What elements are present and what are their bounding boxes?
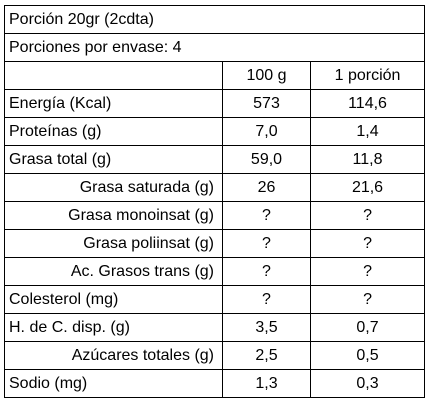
row: Colesterol (mg)?? <box>4 285 426 314</box>
value-cell: 573 <box>222 89 311 118</box>
value-cell: ? <box>222 285 311 314</box>
row: Sodio (mg) 1,3 0,3 <box>4 369 426 398</box>
table-body: Porción 20gr (2cdta) Porciones por envas… <box>3 5 426 398</box>
row: 100 g 1 porción <box>4 61 426 90</box>
row: Grasa total (g) 59,0 11,8 <box>4 145 426 174</box>
row: Proteínas (g) 7,0 1,4 <box>4 117 426 146</box>
row: Porción 20gr (2cdta) <box>3 5 426 34</box>
row: Energía (Kcal) 573 114,6 <box>4 89 426 118</box>
row: Grasa poliinsat (g)?? <box>4 229 426 258</box>
value-cell: 0,7 <box>309 313 426 342</box>
servings-cell: Porciones por envase: 4 <box>3 33 426 62</box>
value-cell: 7,0 <box>222 117 311 146</box>
value-cell: 1,4 <box>309 117 426 146</box>
value-cell: ? <box>309 201 426 230</box>
label-cell: Sodio (mg) <box>4 369 223 398</box>
value-cell: 0,3 <box>309 369 426 398</box>
label-cell: Colesterol (mg) <box>4 285 223 314</box>
value-cell: 3,5 <box>222 313 311 342</box>
label-cell: Grasa saturada (g) <box>4 173 223 202</box>
value-cell: ? <box>309 229 426 258</box>
value-cell: 21,6 <box>309 173 426 202</box>
value-cell: ? <box>309 257 426 286</box>
label-cell: Energía (Kcal) <box>4 89 223 118</box>
row: H. de C. disp. (g) 3,5 0,7 <box>4 313 426 342</box>
value-cell: ? <box>309 285 426 314</box>
value-cell: 2,5 <box>222 341 311 370</box>
label-cell: Ac. Grasos trans (g) <box>4 257 223 286</box>
value-cell: ? <box>222 201 311 230</box>
label-cell: Proteínas (g) <box>4 117 223 146</box>
header-cell: 1 porción <box>309 61 426 90</box>
value-cell: 1,3 <box>222 369 311 398</box>
value-cell: 59,0 <box>222 145 311 174</box>
value-cell: 0,5 <box>309 341 426 370</box>
label-cell: Azúcares totales (g) <box>4 341 223 370</box>
value-cell: 114,6 <box>309 89 426 118</box>
value-cell: 26 <box>222 173 311 202</box>
row: Ac. Grasos trans (g)?? <box>4 257 426 286</box>
label-cell: Grasa total (g) <box>4 145 223 174</box>
blank-cell <box>4 61 223 90</box>
label-cell: Grasa poliinsat (g) <box>4 229 223 258</box>
value-cell: ? <box>222 257 311 286</box>
row: Grasa saturada (g) 26 21,6 <box>4 173 426 202</box>
nutrition-table: Porción 20gr (2cdta) Porciones por envas… <box>3 5 426 398</box>
label-cell: Grasa monoinsat (g) <box>4 201 223 230</box>
row: Grasa monoinsat (g)?? <box>4 201 426 230</box>
header-cell: 100 g <box>222 61 311 90</box>
row: Porciones por envase: 4 <box>3 33 426 62</box>
row: Azúcares totales (g) 2,5 0,5 <box>4 341 426 370</box>
value-cell: ? <box>222 229 311 258</box>
title-cell: Porción 20gr (2cdta) <box>3 5 426 34</box>
value-cell: 11,8 <box>309 145 426 174</box>
label-cell: H. de C. disp. (g) <box>4 313 223 342</box>
